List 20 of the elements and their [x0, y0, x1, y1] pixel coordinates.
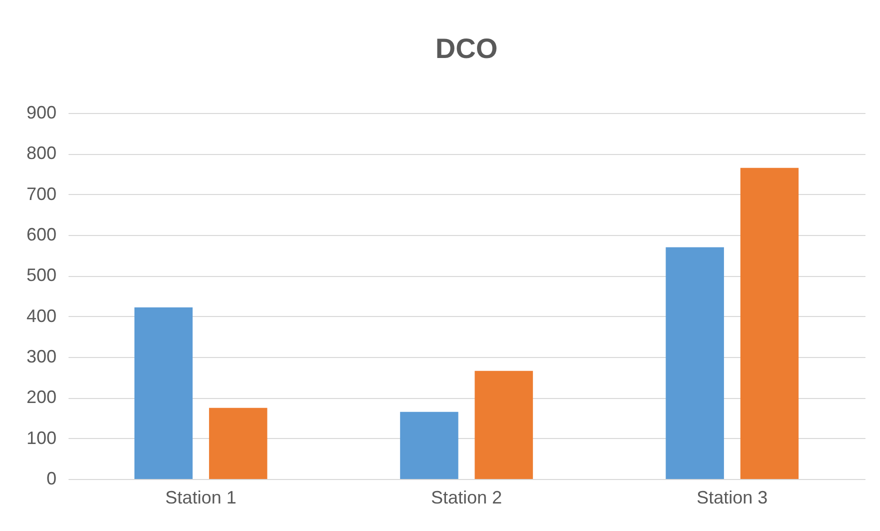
y-tick-label: 400	[26, 306, 56, 326]
bar	[474, 370, 533, 479]
y-tick-label: 800	[26, 143, 56, 164]
bar	[740, 168, 799, 479]
chart-title: DCO	[435, 33, 498, 64]
y-tick-label: 600	[26, 224, 56, 244]
bar	[666, 247, 724, 479]
bar	[209, 408, 268, 479]
y-tick-label: 0	[46, 468, 56, 488]
x-tick-label: Station 2	[430, 488, 502, 508]
bar	[134, 307, 193, 479]
y-tick-label: 200	[26, 387, 56, 408]
y-tick-label: 500	[26, 265, 56, 286]
bar	[400, 412, 458, 479]
y-tick-label: 700	[26, 184, 56, 204]
y-tick-label: 900	[26, 102, 56, 122]
y-tick-label: 100	[26, 428, 56, 448]
x-tick-label: Station 1	[165, 488, 236, 508]
x-tick-label: Station 3	[696, 488, 768, 508]
y-tick-label: 300	[26, 346, 56, 366]
